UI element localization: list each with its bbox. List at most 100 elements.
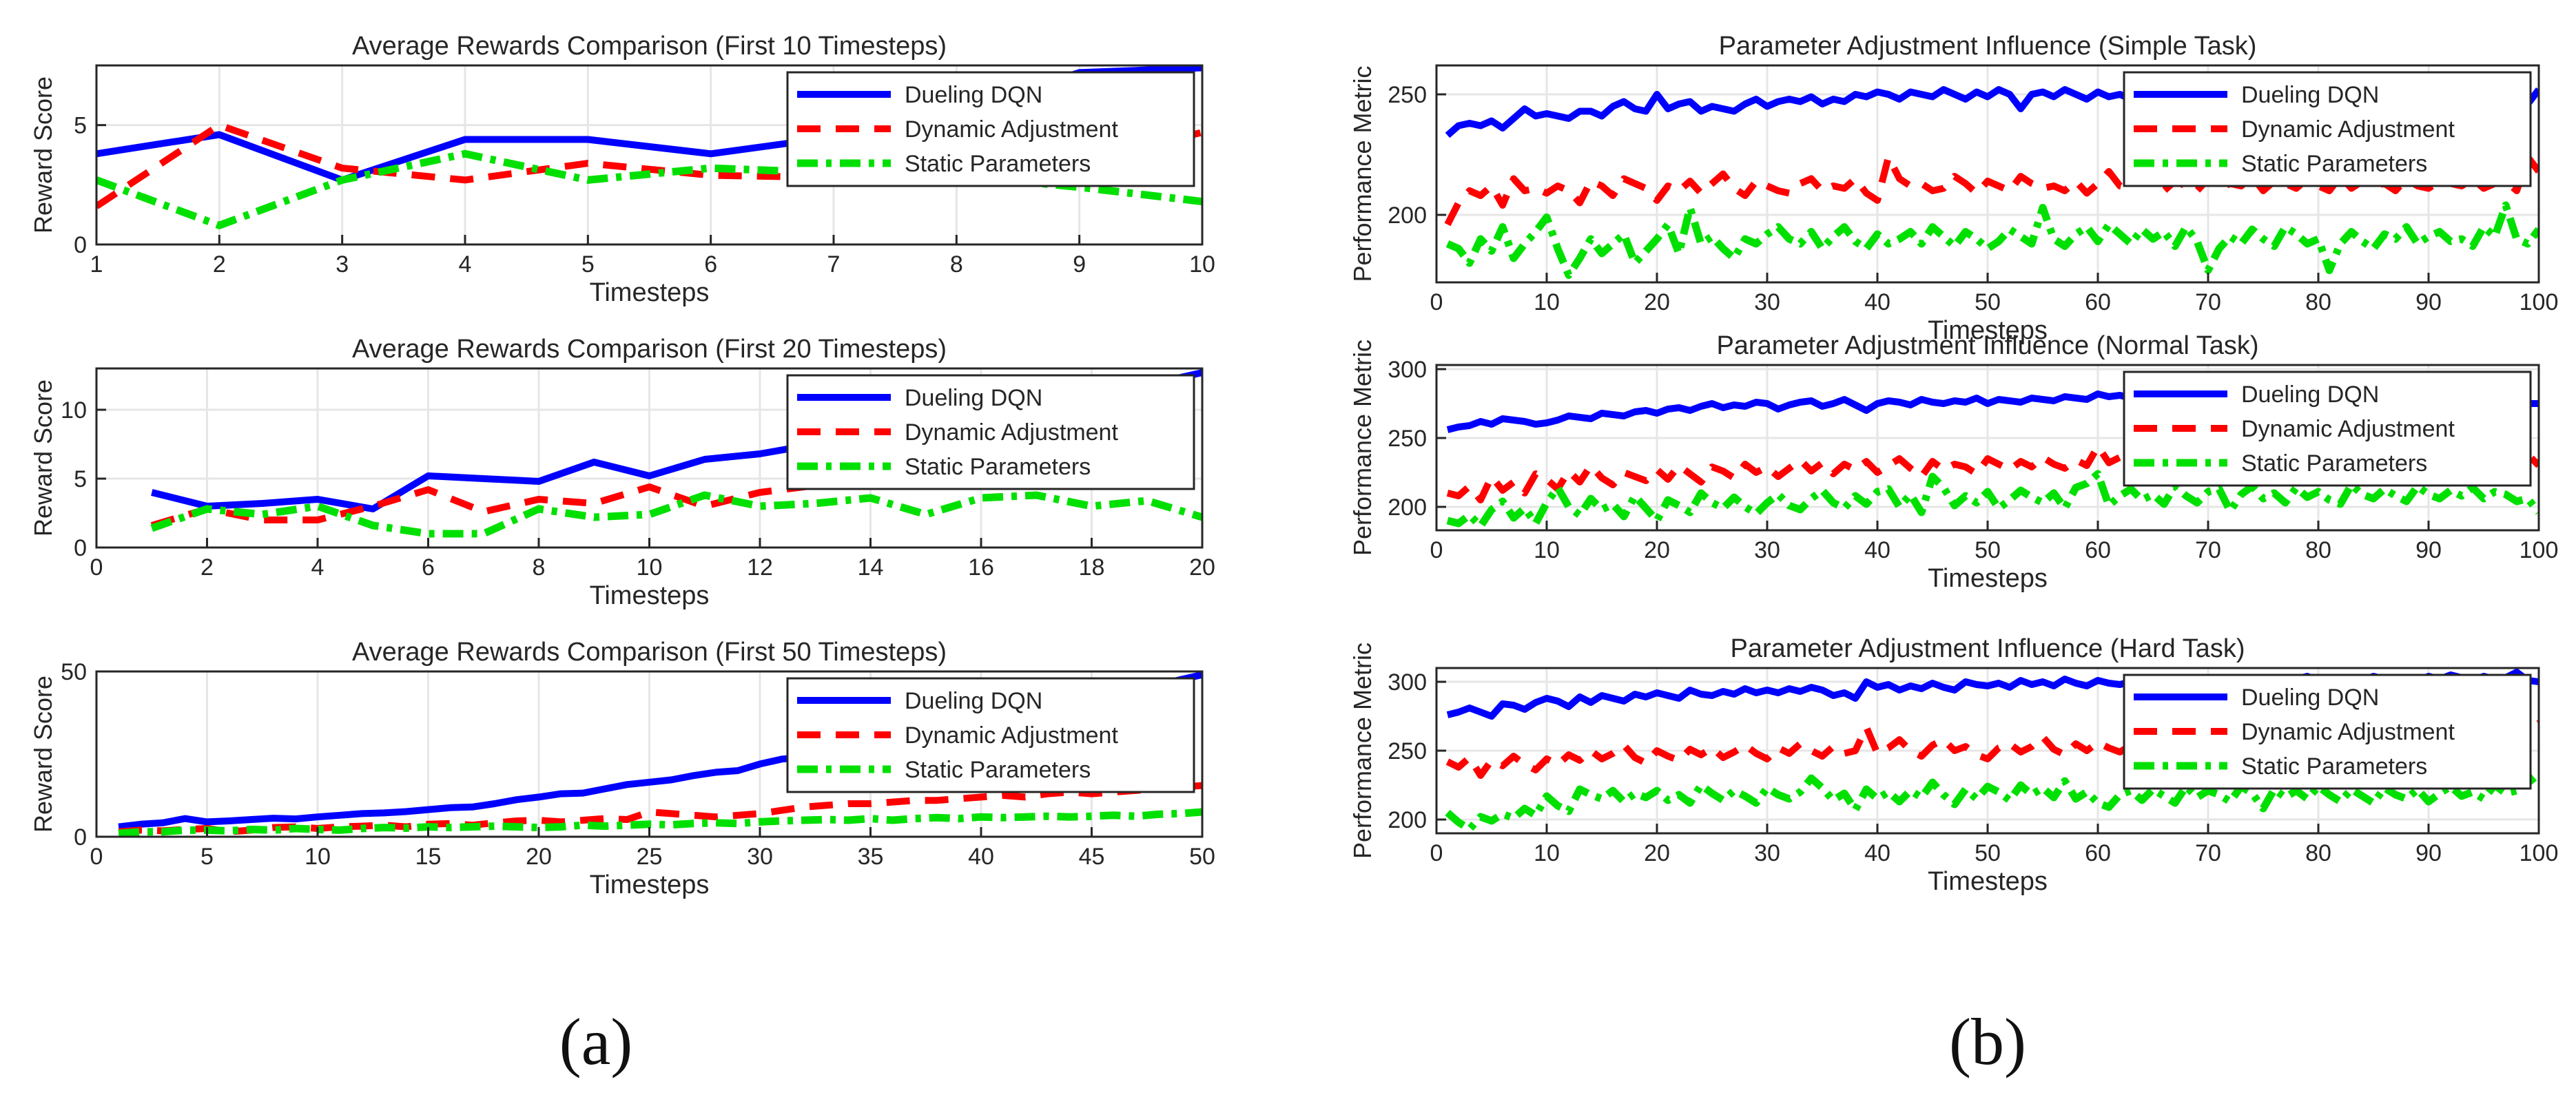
y-tick-label: 300 [1388, 669, 1427, 696]
legend: Dueling DQN Dynamic Adjustment Static Para… [786, 677, 1195, 793]
legend-label-dueling-dqn: Dueling DQN [905, 82, 1042, 108]
legend-label-static-parameters: Static Parameters [905, 757, 1091, 783]
legend-label-dynamic-adjustment: Dynamic Adjustment [2241, 719, 2455, 745]
x-tick-label: 0 [1430, 537, 1443, 563]
x-tick-label: 12 [747, 554, 773, 581]
chart-title: Parameter Adjustment Influence (Hard Tas… [1731, 634, 2245, 663]
x-tick-label: 20 [526, 844, 552, 870]
legend-label-static-parameters: Static Parameters [905, 454, 1091, 480]
x-tick-label: 50 [1975, 289, 2001, 315]
legend-label-static-parameters: Static Parameters [2241, 450, 2427, 477]
chart-title: Parameter Adjustment Influence (Normal T… [1716, 331, 2258, 360]
legend: Dueling DQN Dynamic Adjustment Static Para… [2123, 71, 2532, 187]
series-line-static-parameters [150, 491, 1202, 538]
x-axis-label: Timesteps [590, 581, 710, 610]
x-tick-label: 6 [704, 251, 717, 278]
y-axis-label: Performance Metric [1348, 643, 1377, 859]
chart-2: 0 2 4 6 8 10 12 14 16 18 20 0 5 10 Average Rewards Com… [29, 335, 1215, 610]
y-tick-label: 0 [74, 232, 87, 258]
x-tick-label: 50 [1189, 844, 1215, 870]
x-tick-label: 0 [90, 844, 103, 870]
series-line-dynamic-adjustment [1445, 720, 2539, 779]
x-tick-label: 6 [422, 554, 435, 581]
x-tick-label: 30 [747, 844, 773, 870]
chart-3: 0 5 10 15 20 25 30 35 40 45 50 0 50 Average Rewards C… [29, 638, 1215, 899]
x-tick-label: 90 [2415, 840, 2442, 866]
y-tick-label: 5 [74, 113, 87, 139]
x-tick-label: 10 [1534, 537, 1560, 563]
x-tick-label: 4 [459, 251, 472, 278]
y-tick-label: 200 [1388, 202, 1427, 229]
y-axis-label: Performance Metric [1348, 340, 1377, 556]
x-tick-label: 25 [637, 844, 663, 870]
x-tick-label: 8 [533, 554, 546, 581]
y-tick-label: 200 [1388, 494, 1427, 521]
y-tick-label: 0 [74, 535, 87, 561]
x-tick-label: 10 [1189, 251, 1215, 278]
x-tick-label: 45 [1079, 844, 1105, 870]
chart-title: Average Rewards Comparison (First 50 Tim… [352, 638, 947, 667]
caption-a: (a) [559, 1005, 633, 1078]
chart-title: Average Rewards Comparison (First 10 Tim… [352, 32, 947, 61]
x-tick-label: 5 [581, 251, 595, 278]
y-axis-label: Performance Metric [1348, 65, 1377, 282]
legend-label-dueling-dqn: Dueling DQN [905, 688, 1042, 714]
legend: Dueling DQN Dynamic Adjustment Static Para… [786, 71, 1195, 187]
legend-label-dynamic-adjustment: Dynamic Adjustment [2241, 116, 2455, 143]
x-tick-label: 5 [200, 844, 214, 870]
x-tick-label: 0 [1430, 289, 1443, 315]
y-tick-label: 5 [74, 466, 87, 492]
chart-5: 0 10 20 30 40 50 60 70 80 90 100 200 250 300 Parameter… [1348, 331, 2558, 593]
x-tick-label: 8 [950, 251, 963, 278]
x-tick-label: 40 [1864, 537, 1890, 563]
x-tick-label: 10 [637, 554, 663, 581]
x-tick-label: 90 [2415, 537, 2442, 563]
x-tick-label: 100 [2520, 537, 2559, 563]
x-tick-label: 30 [1754, 537, 1780, 563]
legend-label-dueling-dqn: Dueling DQN [905, 385, 1042, 411]
x-tick-label: 90 [2415, 289, 2442, 315]
x-tick-label: 18 [1079, 554, 1105, 581]
x-tick-label: 30 [1754, 840, 1780, 866]
x-tick-label: 15 [415, 844, 442, 870]
legend: Dueling DQN Dynamic Adjustment Static Para… [786, 374, 1195, 490]
x-tick-label: 70 [2195, 289, 2221, 315]
legend-label-dynamic-adjustment: Dynamic Adjustment [905, 419, 1118, 446]
legend-label-dynamic-adjustment: Dynamic Adjustment [905, 722, 1118, 749]
y-axis-label: Reward Score [29, 76, 57, 233]
caption-b: (b) [1949, 1005, 2026, 1078]
x-tick-label: 70 [2195, 537, 2221, 563]
y-tick-label: 250 [1388, 82, 1427, 108]
chart-4: 0 10 20 30 40 50 60 70 80 90 100 200 250 Parameter Ad… [1348, 32, 2558, 345]
series-line-dynamic-adjustment [1446, 443, 2539, 503]
x-axis-label: Timesteps [1928, 564, 2048, 593]
series-line-dynamic-adjustment [118, 782, 1202, 835]
x-tick-label: 10 [1534, 840, 1560, 866]
legend-label-dueling-dqn: Dueling DQN [2241, 82, 2379, 108]
y-axis-label: Reward Score [29, 676, 57, 833]
x-tick-label: 35 [858, 844, 884, 870]
x-tick-label: 0 [1430, 840, 1443, 866]
x-tick-label: 40 [968, 844, 994, 870]
chart-1: 1 2 3 4 5 6 7 8 9 10 0 5 Average Rewards Comparison … [29, 32, 1215, 307]
x-tick-label: 100 [2520, 289, 2559, 315]
y-tick-label: 0 [74, 824, 87, 851]
x-tick-label: 60 [2085, 537, 2111, 563]
legend-label-dynamic-adjustment: Dynamic Adjustment [905, 116, 1118, 143]
x-tick-label: 50 [1975, 840, 2001, 866]
x-tick-label: 3 [336, 251, 349, 278]
x-axis-label: Timesteps [1928, 867, 2048, 896]
x-tick-label: 80 [2305, 537, 2331, 563]
x-tick-label: 70 [2195, 840, 2221, 866]
x-tick-label: 0 [90, 554, 103, 581]
x-tick-label: 20 [1189, 554, 1215, 581]
x-tick-label: 40 [1864, 840, 1890, 866]
series-line-dynamic-adjustment [96, 121, 1202, 209]
series-line-static-parameters [1445, 201, 2539, 279]
series-line-static-parameters [1445, 771, 2539, 833]
legend-label-static-parameters: Static Parameters [905, 151, 1091, 177]
x-tick-label: 80 [2305, 289, 2331, 315]
x-axis-label: Timesteps [590, 278, 710, 307]
x-tick-label: 100 [2520, 840, 2559, 866]
